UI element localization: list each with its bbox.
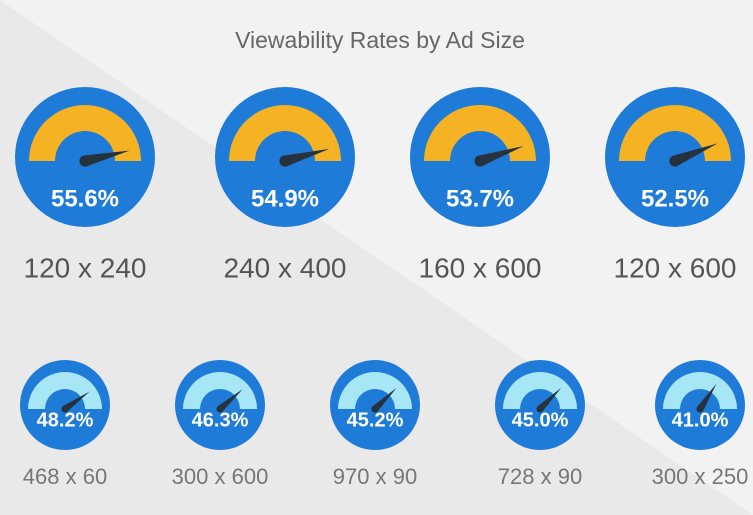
gauge-arc	[28, 372, 102, 409]
gauge-needle	[672, 143, 718, 167]
gauge-arc	[183, 372, 257, 409]
gauge-arc	[338, 372, 412, 409]
value-label: 52.5%	[641, 185, 709, 212]
needle-hub	[474, 155, 486, 167]
gauge-needle	[478, 146, 524, 167]
ad-size-label: 468 x 60	[23, 464, 107, 489]
ad-size-label: 300 x 600	[172, 464, 269, 489]
gauge-arc	[29, 105, 141, 161]
needle-hub	[61, 405, 69, 413]
needle-hub	[79, 155, 91, 167]
gauge-needle	[283, 148, 330, 167]
gauge-needle	[372, 388, 397, 412]
value-label: 46.3%	[192, 409, 249, 431]
value-label: 55.6%	[51, 185, 119, 212]
value-label: 54.9%	[251, 185, 319, 212]
chart-title: Viewability Rates by Ad Size	[235, 27, 525, 53]
value-label: 53.7%	[446, 185, 514, 212]
ad-size-label: 728 x 90	[498, 464, 582, 489]
value-label: 41.0%	[672, 409, 729, 431]
needle-hub	[279, 155, 291, 167]
value-label: 48.2%	[37, 409, 94, 431]
value-label: 45.2%	[347, 409, 404, 431]
gauge-arc	[663, 372, 737, 409]
gauge-needle	[83, 150, 130, 167]
gauge-needle	[62, 391, 90, 412]
ad-size-label: 160 x 600	[419, 252, 542, 283]
gauge-arc	[619, 105, 731, 161]
ad-size-label: 120 x 240	[24, 252, 147, 283]
gauge-needle	[696, 383, 717, 411]
ad-size-label: 240 x 400	[224, 252, 347, 283]
needle-hub	[669, 155, 681, 167]
needle-hub	[371, 405, 379, 413]
needle-hub	[696, 405, 704, 413]
gauge-arc	[229, 105, 341, 161]
needle-hub	[536, 405, 544, 413]
gauge-arc	[424, 105, 536, 161]
ad-size-label: 300 x 250	[652, 464, 749, 489]
needle-hub	[216, 405, 224, 413]
ad-size-label: 970 x 90	[333, 464, 417, 489]
gauge-needle	[537, 387, 562, 412]
ad-size-label: 120 x 600	[614, 252, 737, 283]
gauge-needle	[217, 389, 243, 412]
gauge-arc	[503, 372, 577, 409]
value-label: 45.0%	[512, 409, 569, 431]
